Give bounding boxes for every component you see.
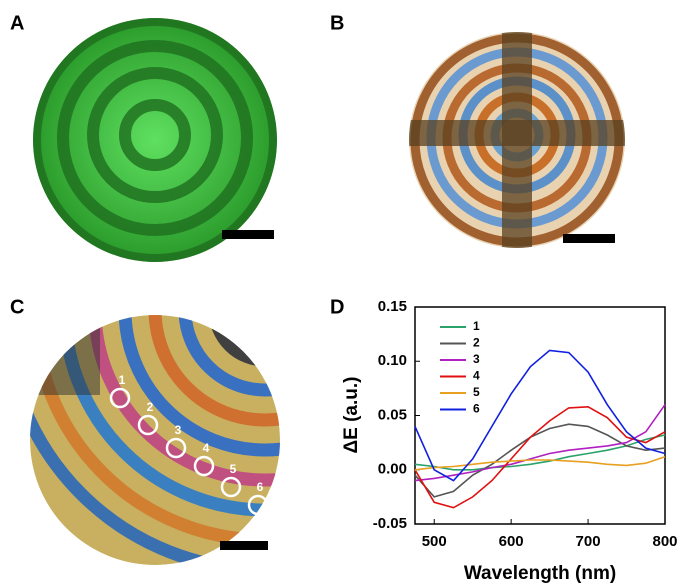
legend-label: 4 — [473, 369, 480, 383]
y-tick-label: 0.15 — [378, 298, 407, 315]
marker-label: 4 — [203, 441, 210, 455]
image-b — [405, 30, 630, 250]
x-tick-label: 700 — [576, 533, 601, 550]
scale-bar — [220, 541, 268, 550]
y-tick-label: 0.05 — [378, 406, 407, 423]
panel-label: D — [330, 296, 344, 318]
marker-label: 3 — [175, 423, 182, 437]
scale-bar — [563, 234, 615, 243]
x-axis-label: Wavelength (nm) — [464, 563, 616, 584]
legend-label: 1 — [473, 319, 480, 333]
image-a — [33, 18, 277, 262]
series-line — [415, 407, 665, 508]
x-tick-label: 800 — [652, 533, 677, 550]
y-tick-label: -0.05 — [373, 515, 407, 532]
figure: 1 2 3 4 5 6 A B C D Wavelength (nm) ΔE (a.u.)… — [0, 0, 679, 585]
panel-label: C — [10, 296, 24, 318]
legend-label: 3 — [473, 352, 480, 366]
y-tick-label: 0.10 — [378, 352, 407, 369]
marker-label: 5 — [230, 462, 237, 476]
x-tick-label: 600 — [499, 533, 524, 550]
y-axis-label: ΔE (a.u.) — [341, 377, 362, 454]
panel-label: A — [10, 12, 24, 34]
marker-label: 1 — [119, 373, 126, 387]
legend-label: 2 — [473, 336, 480, 350]
x-tick-label: 500 — [422, 533, 447, 550]
marker-label: 2 — [147, 400, 154, 414]
y-tick-label: 0.00 — [378, 461, 407, 478]
series-line — [415, 350, 665, 480]
marker-label: 6 — [257, 480, 264, 494]
panel-label: B — [330, 12, 344, 34]
page: 1 2 3 4 5 6 A B C D Wavelength (nm) ΔE (a.u.)… — [0, 0, 679, 585]
scale-bar — [222, 230, 274, 239]
legend-label: 5 — [473, 385, 480, 399]
legend-label: 6 — [473, 402, 480, 416]
